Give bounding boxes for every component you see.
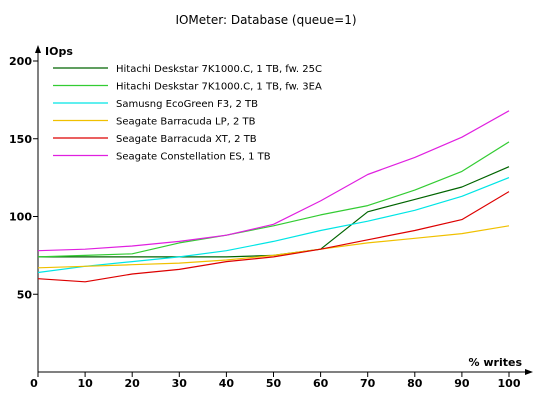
x-tick-label: 50 (266, 377, 282, 390)
x-tick-label: 30 (172, 377, 188, 390)
y-tick-label: 50 (17, 288, 33, 301)
series-line-3 (37, 177, 510, 274)
x-tick-label: 40 (219, 377, 235, 390)
legend-label: Seagate Barracuda XT, 2 TB (116, 134, 257, 145)
series-line-2 (37, 141, 510, 258)
x-tick-label: 100 (498, 377, 521, 390)
x-tick-label: 10 (77, 377, 93, 390)
legend-label: Hitachi Deskstar 7K1000.C, 1 TB, fw. 25C (116, 64, 322, 75)
x-tick-label: 90 (454, 377, 470, 390)
x-axis-label: % writes (469, 356, 523, 369)
legend-item: Samusng EcoGreen F3, 2 TB (53, 99, 258, 110)
x-tick-label: 80 (407, 377, 423, 390)
series-line-5 (37, 191, 510, 283)
y-axis-arrow (35, 45, 41, 53)
legend-label: Samusng EcoGreen F3, 2 TB (116, 99, 258, 110)
x-axis-arrow (525, 369, 533, 375)
y-tick-label: 200 (9, 55, 32, 68)
y-tick-label: 100 (9, 211, 32, 224)
legend-label: Hitachi Deskstar 7K1000.C, 1 TB, fw. 3EA (116, 82, 322, 93)
series-line-4 (37, 225, 510, 269)
legend-label: Seagate Constellation ES, 1 TB (116, 152, 271, 163)
x-tick-label: 70 (360, 377, 376, 390)
x-tick-label: 60 (313, 377, 329, 390)
legend-item: Hitachi Deskstar 7K1000.C, 1 TB, fw. 25C (53, 64, 322, 75)
legend-label: Seagate Barracuda LP, 2 TB (116, 117, 256, 128)
legend-item: Hitachi Deskstar 7K1000.C, 1 TB, fw. 3EA (53, 82, 322, 93)
x-tick-label: 20 (125, 377, 141, 390)
y-tick-label: 150 (9, 133, 32, 146)
legend-item: Seagate Constellation ES, 1 TB (53, 152, 271, 163)
x-tick-label: 0 (30, 377, 38, 390)
legend-item: Seagate Barracuda XT, 2 TB (53, 134, 257, 145)
legend-item: Seagate Barracuda LP, 2 TB (53, 117, 256, 128)
y-axis-label: IOps (45, 45, 73, 58)
series-line-6 (37, 110, 510, 252)
chart-title: IOMeter: Database (queue=1) (175, 13, 356, 27)
